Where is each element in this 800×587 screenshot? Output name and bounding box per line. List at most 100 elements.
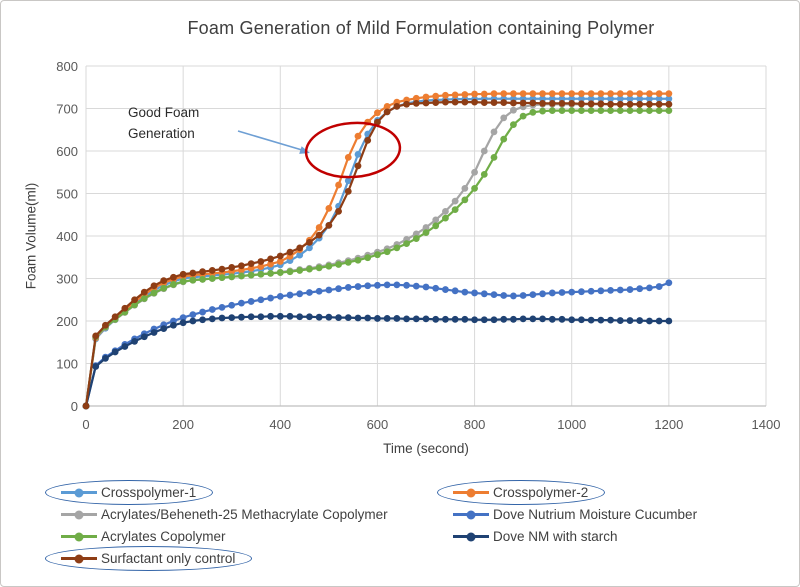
series-point[interactable] xyxy=(335,207,342,215)
series-point[interactable] xyxy=(626,286,634,293)
series-point[interactable] xyxy=(325,262,333,270)
series-point[interactable] xyxy=(451,206,459,214)
series-point[interactable] xyxy=(616,286,624,294)
series-point[interactable] xyxy=(548,315,556,323)
series-point[interactable] xyxy=(587,95,595,103)
series-point[interactable] xyxy=(568,107,576,115)
series-point[interactable] xyxy=(597,90,605,98)
series-point[interactable] xyxy=(510,99,517,107)
series-point[interactable] xyxy=(500,135,508,143)
series-point[interactable] xyxy=(461,288,469,296)
series-point[interactable] xyxy=(529,90,537,98)
series-point[interactable] xyxy=(480,290,488,298)
series-point[interactable] xyxy=(393,102,401,110)
series-point[interactable] xyxy=(296,251,304,259)
series-point[interactable] xyxy=(519,99,527,107)
series-point[interactable] xyxy=(422,93,430,101)
legend-item[interactable]: Acrylates/Beheneth-25 Methacrylate Copol… xyxy=(59,506,390,523)
series-point[interactable] xyxy=(422,224,430,231)
series-point[interactable] xyxy=(432,222,440,230)
series-point[interactable] xyxy=(548,107,556,115)
series-point[interactable] xyxy=(655,95,663,103)
series-point[interactable] xyxy=(558,289,566,296)
series-point[interactable] xyxy=(140,333,148,341)
series-point[interactable] xyxy=(199,316,206,324)
series-point[interactable] xyxy=(150,282,158,290)
series-point[interactable] xyxy=(655,107,663,115)
series-point[interactable] xyxy=(442,207,449,215)
series-point[interactable] xyxy=(539,95,546,103)
series-point[interactable] xyxy=(568,95,576,103)
series-point[interactable] xyxy=(325,204,333,212)
series-point[interactable] xyxy=(597,95,605,103)
series-point[interactable] xyxy=(529,99,537,107)
series-point[interactable] xyxy=(315,231,323,239)
series-point[interactable] xyxy=(403,100,410,108)
series-point[interactable] xyxy=(315,224,323,231)
series-point[interactable] xyxy=(510,315,517,323)
series-point[interactable] xyxy=(636,317,644,324)
series-point[interactable] xyxy=(607,316,614,324)
series-point[interactable] xyxy=(218,304,226,311)
series-point[interactable] xyxy=(616,107,624,115)
series-point[interactable] xyxy=(539,100,546,107)
series-point[interactable] xyxy=(636,95,644,103)
series-point[interactable] xyxy=(432,315,440,323)
series-point[interactable] xyxy=(461,91,469,98)
series-point[interactable] xyxy=(247,298,255,305)
series-point[interactable] xyxy=(179,319,187,327)
series-point[interactable] xyxy=(267,312,274,320)
series-point[interactable] xyxy=(490,316,498,324)
series-point[interactable] xyxy=(286,248,294,256)
series-point[interactable] xyxy=(238,272,245,280)
series-point[interactable] xyxy=(383,102,391,110)
series-point[interactable] xyxy=(587,316,595,324)
series-point[interactable] xyxy=(383,315,391,322)
series-point[interactable] xyxy=(393,244,401,252)
series-point[interactable] xyxy=(325,286,333,294)
series-point[interactable] xyxy=(296,267,304,274)
series-point[interactable] xyxy=(374,251,381,259)
series-point[interactable] xyxy=(315,313,323,321)
series-point[interactable] xyxy=(354,162,362,170)
series-point[interactable] xyxy=(646,90,653,98)
series-point[interactable] xyxy=(92,363,100,370)
series-point[interactable] xyxy=(257,258,265,265)
series-point[interactable] xyxy=(228,264,236,271)
series-point[interactable] xyxy=(471,168,478,176)
series-point[interactable] xyxy=(646,317,653,325)
series-point[interactable] xyxy=(364,136,372,144)
series-point[interactable] xyxy=(636,100,644,108)
series-point[interactable] xyxy=(325,221,333,229)
series-point[interactable] xyxy=(218,314,226,322)
series-point[interactable] xyxy=(578,100,585,108)
series-point[interactable] xyxy=(335,181,342,189)
series-point[interactable] xyxy=(354,151,362,158)
series-point[interactable] xyxy=(529,291,537,299)
series-point[interactable] xyxy=(451,98,459,106)
series-point[interactable] xyxy=(111,348,119,356)
series-point[interactable] xyxy=(607,287,614,294)
series-point[interactable] xyxy=(403,315,410,323)
series-point[interactable] xyxy=(354,132,362,140)
series-point[interactable] xyxy=(238,299,245,307)
series-point[interactable] xyxy=(257,296,265,304)
series-point[interactable] xyxy=(276,258,284,265)
series-point[interactable] xyxy=(140,288,148,296)
series-point[interactable] xyxy=(636,285,644,293)
series-point[interactable] xyxy=(519,90,527,98)
series-point[interactable] xyxy=(170,281,177,288)
series-point[interactable] xyxy=(131,338,138,345)
series-point[interactable] xyxy=(461,196,469,204)
series-point[interactable] xyxy=(344,258,352,266)
series-point[interactable] xyxy=(510,292,517,300)
series-point[interactable] xyxy=(325,313,333,321)
series-point[interactable] xyxy=(597,100,605,108)
series-point[interactable] xyxy=(480,316,488,324)
series-point[interactable] xyxy=(665,317,673,325)
series-point[interactable] xyxy=(539,90,546,98)
series-point[interactable] xyxy=(500,315,508,323)
series-point[interactable] xyxy=(383,281,391,289)
series-point[interactable] xyxy=(558,107,566,115)
series-point[interactable] xyxy=(597,107,605,115)
